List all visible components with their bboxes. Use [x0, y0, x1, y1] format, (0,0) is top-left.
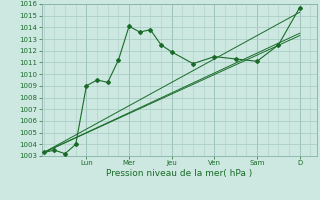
X-axis label: Pression niveau de la mer( hPa ): Pression niveau de la mer( hPa ) — [106, 169, 252, 178]
